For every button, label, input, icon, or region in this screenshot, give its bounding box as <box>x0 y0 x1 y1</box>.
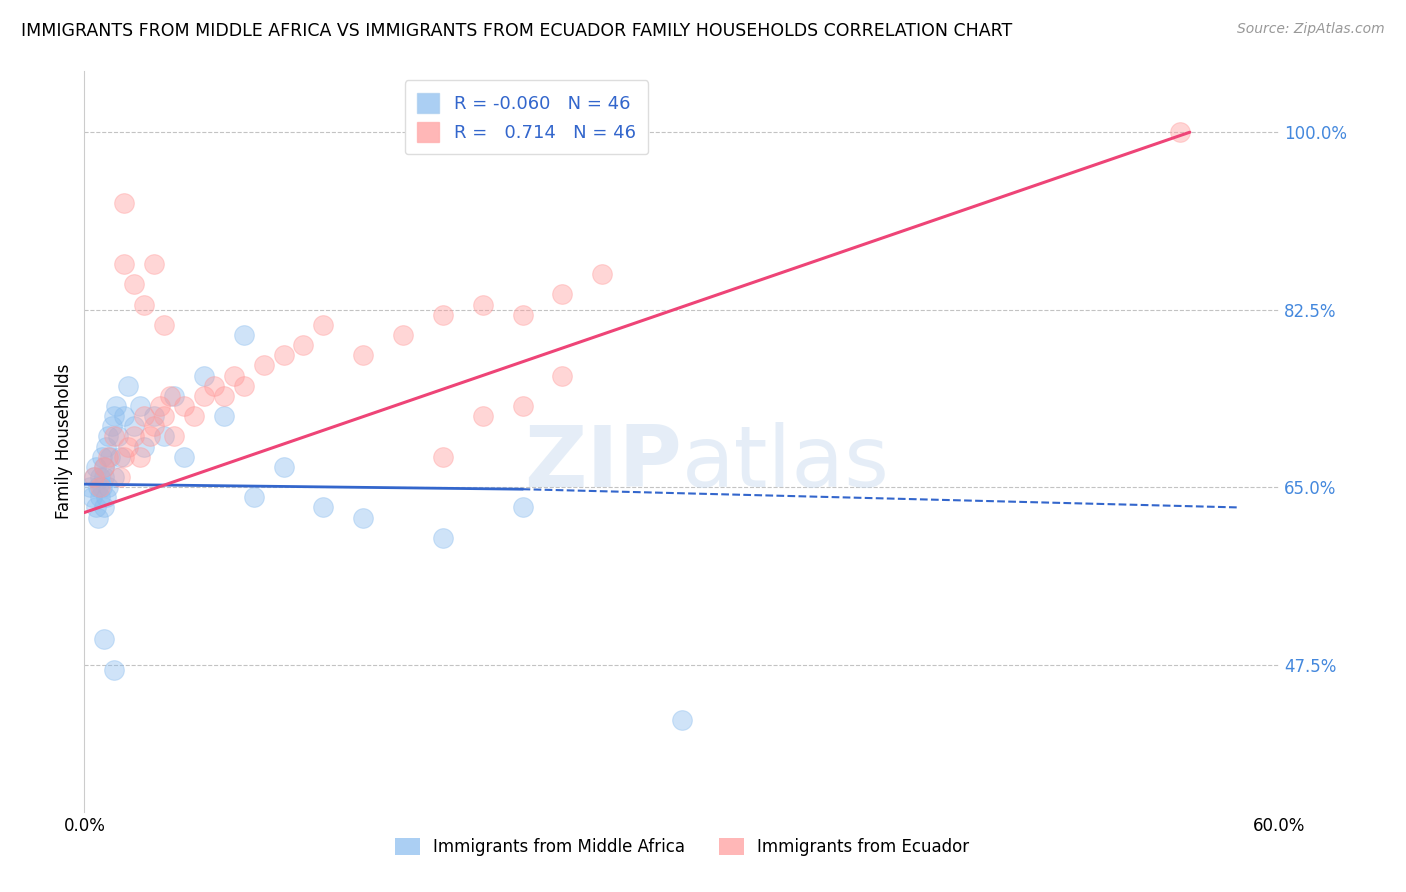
Point <box>117 378 139 392</box>
Point <box>432 308 454 322</box>
Text: IMMIGRANTS FROM MIDDLE AFRICA VS IMMIGRANTS FROM ECUADOR FAMILY HOUSEHOLDS CORRE: IMMIGRANTS FROM MIDDLE AFRICA VS IMMIGRA… <box>21 22 1012 40</box>
Point <box>97 450 120 464</box>
Point <box>112 409 135 424</box>
Point <box>471 409 494 424</box>
Point <box>122 429 145 443</box>
Point <box>183 409 205 424</box>
Point <box>89 480 111 494</box>
Point <box>129 450 152 464</box>
Point <box>91 480 114 494</box>
Point <box>79 480 101 494</box>
Point <box>103 663 125 677</box>
Point <box>98 450 121 464</box>
Point <box>122 419 145 434</box>
Text: ZIP: ZIP <box>524 422 682 505</box>
Point <box>432 450 454 464</box>
Point <box>86 459 108 474</box>
Point <box>352 348 374 362</box>
Point <box>82 491 104 505</box>
Text: Source: ZipAtlas.com: Source: ZipAtlas.com <box>1237 22 1385 37</box>
Point <box>143 419 166 434</box>
Point <box>93 470 115 484</box>
Point <box>86 500 108 515</box>
Point <box>352 510 374 524</box>
Point <box>91 450 114 464</box>
Point <box>312 500 335 515</box>
Point <box>222 368 245 383</box>
Point <box>101 419 124 434</box>
Point <box>591 267 613 281</box>
Text: atlas: atlas <box>682 422 890 505</box>
Point <box>273 459 295 474</box>
Point <box>173 450 195 464</box>
Point <box>129 399 152 413</box>
Point <box>153 409 176 424</box>
Point <box>273 348 295 362</box>
Point <box>112 450 135 464</box>
Point <box>512 500 534 515</box>
Point <box>87 510 110 524</box>
Point <box>143 257 166 271</box>
Point <box>432 531 454 545</box>
Point <box>110 450 132 464</box>
Point <box>512 399 534 413</box>
Point <box>193 368 215 383</box>
Point <box>107 429 129 443</box>
Point <box>93 459 115 474</box>
Point <box>93 500 115 515</box>
Point <box>89 491 111 505</box>
Point <box>105 399 128 413</box>
Point <box>132 440 156 454</box>
Point <box>242 491 264 505</box>
Point <box>110 470 132 484</box>
Point <box>253 359 276 373</box>
Point <box>83 470 105 484</box>
Point <box>122 277 145 292</box>
Point <box>103 409 125 424</box>
Point <box>312 318 335 332</box>
Point <box>202 378 225 392</box>
Point <box>153 429 176 443</box>
Point <box>153 318 176 332</box>
Point <box>96 440 118 454</box>
Point <box>392 328 415 343</box>
Point <box>551 368 574 383</box>
Point <box>551 287 574 301</box>
Point <box>159 389 181 403</box>
Point <box>212 409 235 424</box>
Point <box>471 298 494 312</box>
Point <box>163 389 186 403</box>
Point <box>87 480 110 494</box>
Point <box>103 429 125 443</box>
Point <box>232 378 254 392</box>
Point <box>97 480 120 494</box>
Point <box>163 429 186 443</box>
Point <box>212 389 235 403</box>
Point <box>112 257 135 271</box>
Point <box>93 632 115 647</box>
Point <box>149 399 172 413</box>
Point <box>117 440 139 454</box>
Point <box>93 459 115 474</box>
Y-axis label: Family Households: Family Households <box>55 364 73 519</box>
Point <box>193 389 215 403</box>
Point <box>112 196 135 211</box>
Point <box>97 429 120 443</box>
Point <box>512 308 534 322</box>
Point <box>96 491 118 505</box>
Point <box>671 714 693 728</box>
Point <box>132 409 156 424</box>
Point <box>103 470 125 484</box>
Point <box>89 470 111 484</box>
Point <box>173 399 195 413</box>
Legend: Immigrants from Middle Africa, Immigrants from Ecuador: Immigrants from Middle Africa, Immigrant… <box>388 831 976 863</box>
Point <box>1168 125 1191 139</box>
Point <box>83 470 105 484</box>
Point <box>132 298 156 312</box>
Point <box>232 328 254 343</box>
Point <box>143 409 166 424</box>
Point <box>292 338 315 352</box>
Point <box>139 429 162 443</box>
